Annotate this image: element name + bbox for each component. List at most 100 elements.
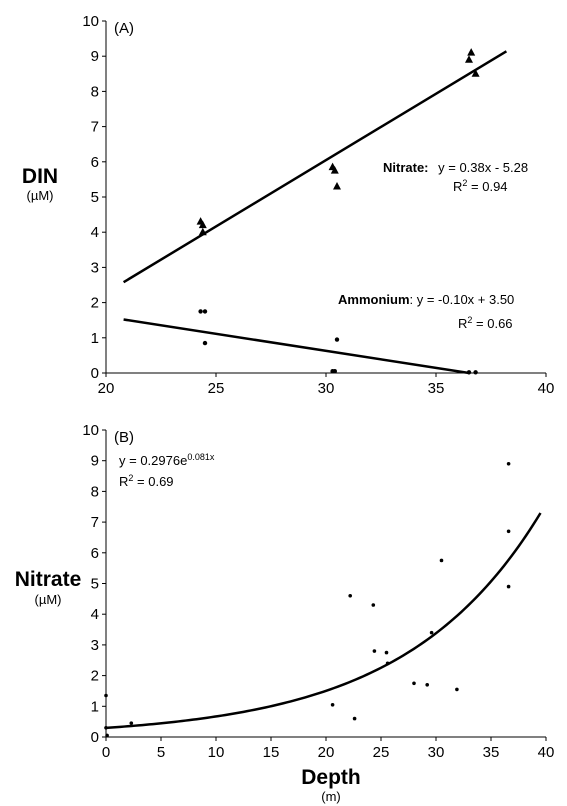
panel-a-axes [102, 20, 547, 377]
panel-a-x-tick-label: 40 [538, 380, 555, 397]
ammonium-fit-line [123, 318, 470, 375]
panel-b-equation-base: y = 0.2976e [119, 453, 187, 468]
nitrate-depth-point [385, 661, 390, 666]
panel-a-y-tick-label: 9 [91, 48, 99, 65]
panel-b-equation-exponent: 0.081x [187, 452, 215, 462]
nitrate-depth-point [425, 683, 430, 687]
panel-b-x-tick-label: 25 [373, 744, 390, 761]
panel-b-y-tick-label: 10 [82, 422, 99, 439]
panel-a-y-tick-label: 1 [91, 330, 99, 347]
nitrate-depth-point [439, 558, 444, 563]
nitrate-label: Nitrate: [383, 160, 429, 175]
panel-b-x-tick-label: 20 [318, 744, 335, 761]
panel-a-y-tick-label: 7 [91, 119, 99, 136]
panel-a-y-tick-label: 4 [91, 224, 99, 241]
panel-a-x-tick-label: 20 [98, 380, 115, 397]
nitrate-depth-point [352, 716, 357, 721]
nitrate-depth-point [429, 630, 434, 635]
panel-a-y-tick-label: 5 [91, 189, 99, 206]
panel-a-points [196, 48, 480, 375]
nitrate-depth-point [506, 461, 511, 466]
nitrate-depth-point [348, 593, 353, 598]
panel-b-tick-labels: 0 5 10 15 20 25 30 35 40 0 1 2 3 4 5 6 7 8 9 10 [82, 422, 554, 761]
nitrate-depth-point [384, 650, 389, 655]
exponential-fit-curve [105, 512, 542, 730]
nitrate-r2-sup: 2 [462, 178, 467, 188]
nitrate-r2: R2 = 0.94 [453, 178, 508, 194]
panel-b: (B) Nitrate (µM) Depth (m) 0 5 10 15 20 25 30 3… [15, 422, 555, 804]
panel-a-y-tick-label: 3 [91, 259, 99, 276]
nitrate-equation: Nitrate: y = 0.38x - 5.28 [383, 160, 528, 175]
nitrate-point [465, 55, 473, 63]
panel-a-x-tick-label: 25 [208, 380, 225, 397]
panel-b-x-tick-label: 10 [208, 744, 225, 761]
panel-b-y-tick-label: 3 [91, 637, 99, 654]
panel-b-y-tick-label: 4 [91, 606, 99, 623]
nitrate-depth-point [455, 687, 459, 692]
panel-b-points [104, 461, 511, 738]
ammonium-point [202, 340, 208, 346]
nitrate-depth-point [129, 721, 134, 725]
panel-b-x-tick-label: 30 [428, 744, 445, 761]
panel-b-x-tick-label: 5 [157, 744, 165, 761]
panel-b-ylabel-unit: (µM) [35, 592, 62, 607]
ammonium-r2-value: = 0.66 [472, 316, 512, 331]
panel-b-y-tick-label: 9 [91, 453, 99, 470]
nitrate-depth-point [104, 725, 108, 730]
ammonium-point [198, 309, 203, 314]
panel-a: (A) DIN (µM) 20 25 30 35 40 0 1 2 3 4 5 6 7 8 9 10 Nitr… [22, 13, 554, 397]
panel-a-tick-labels: 20 25 30 35 40 0 1 2 3 4 5 6 7 8 9 10 [82, 13, 554, 397]
panel-b-x-tick-label: 0 [102, 744, 110, 761]
ammonium-r2-base: R [458, 316, 467, 331]
nitrate-depth-point [105, 733, 109, 738]
nitrate-r2-value: = 0.94 [467, 179, 507, 194]
nitrate-depth-point [506, 584, 511, 589]
ammonium-r2-sup: 2 [467, 315, 472, 325]
panel-b-y-tick-label: 6 [91, 545, 99, 562]
panel-b-ylabel: Nitrate [15, 568, 82, 591]
panel-b-r2-base: R [119, 474, 128, 489]
nitrate-point [330, 166, 339, 174]
nitrate-point [198, 227, 207, 236]
ammonium-equation-text: : y = -0.10x + 3.50 [410, 292, 515, 307]
panel-b-x-tick-label: 40 [538, 744, 555, 761]
panel-b-y-tick-label: 7 [91, 514, 99, 531]
nitrate-depth-point [371, 603, 376, 607]
ammonium-point [334, 337, 340, 342]
panel-b-y-tick-label: 1 [91, 698, 99, 715]
ammonium-label: Ammonium [338, 292, 410, 307]
nitrate-point [333, 181, 341, 190]
ammonium-point [202, 309, 208, 314]
nitrate-point [467, 48, 476, 56]
panel-b-axes [102, 429, 547, 741]
panel-a-fit-lines [122, 50, 508, 375]
ammonium-r2: R2 = 0.66 [458, 315, 513, 331]
panel-b-xlabel-unit: (m) [321, 789, 341, 804]
nitrate-depth-point [372, 649, 377, 653]
panel-a-y-tick-label: 6 [91, 154, 99, 171]
panel-b-xlabel: Depth [301, 766, 361, 789]
panel-a-y-tick-label: 8 [91, 83, 99, 100]
panel-b-equation: y = 0.2976e0.081x [119, 452, 215, 468]
panel-b-fit-curve [105, 512, 542, 730]
panel-b-y-tick-label: 5 [91, 576, 99, 593]
nitrate-equation-text: y = 0.38x - 5.28 [438, 160, 528, 175]
panel-a-y-tick-label: 0 [91, 365, 99, 382]
ammonium-equation: Ammonium: y = -0.10x + 3.50 [338, 292, 514, 307]
nitrate-depth-point [104, 693, 108, 698]
ammonium-point [466, 370, 472, 375]
panel-a-ylabel: DIN [22, 165, 58, 188]
nitrate-depth-point [506, 529, 511, 534]
nitrate-fit-line [122, 50, 508, 284]
ammonium-point [332, 369, 337, 374]
panel-b-x-tick-label: 35 [483, 744, 500, 761]
panel-b-r2: R2 = 0.69 [119, 473, 174, 489]
panel-b-r2-value: = 0.69 [133, 474, 173, 489]
panel-a-x-tick-label: 30 [318, 380, 335, 397]
panel-b-label: (B) [114, 429, 134, 446]
nitrate-point [471, 69, 480, 77]
panel-a-x-tick-label: 35 [428, 380, 445, 397]
nitrate-depth-point [330, 702, 335, 707]
panel-b-y-tick-label: 2 [91, 668, 99, 685]
panel-a-y-tick-label: 2 [91, 295, 99, 312]
